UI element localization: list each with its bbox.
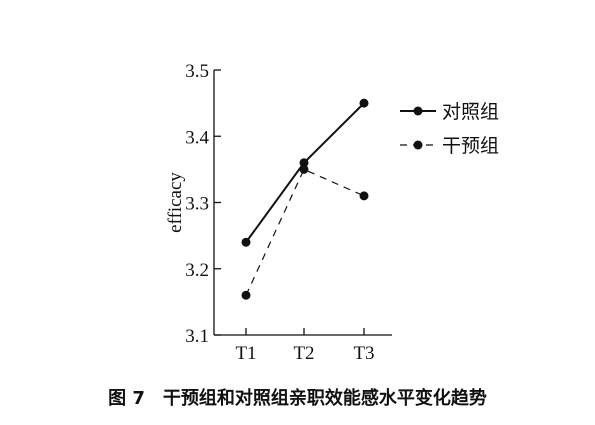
legend-label: 对照组 [442,101,499,123]
data-point [359,98,369,108]
legend-marker [413,140,423,150]
x-tick-label: T1 [235,343,256,364]
series-line-1 [245,168,365,296]
data-point [299,158,309,168]
y-tick-label: 3.2 [185,260,209,281]
x-tick-label: T3 [353,343,374,364]
y-tick-label: 3.4 [185,127,209,148]
data-point [241,290,251,300]
y-axis-title: efficacy [165,172,186,233]
chart-axes: 3.1 3.2 3.3 3.4 3.5 T1 T2 T3 efficacy [165,61,392,364]
data-point [359,191,369,201]
y-tick-label: 3.5 [185,61,209,82]
figure-caption: 图 7 干预组和对照组亲职效能感水平变化趋势 [108,388,487,409]
x-tick-label: T2 [293,343,314,364]
legend-label: 干预组 [442,135,499,157]
data-point [299,164,309,174]
y-tick-label: 3.3 [185,194,209,215]
y-tick-label: 3.1 [185,326,209,347]
data-point [241,237,251,247]
chart-series [241,98,369,300]
legend-marker [413,106,423,116]
